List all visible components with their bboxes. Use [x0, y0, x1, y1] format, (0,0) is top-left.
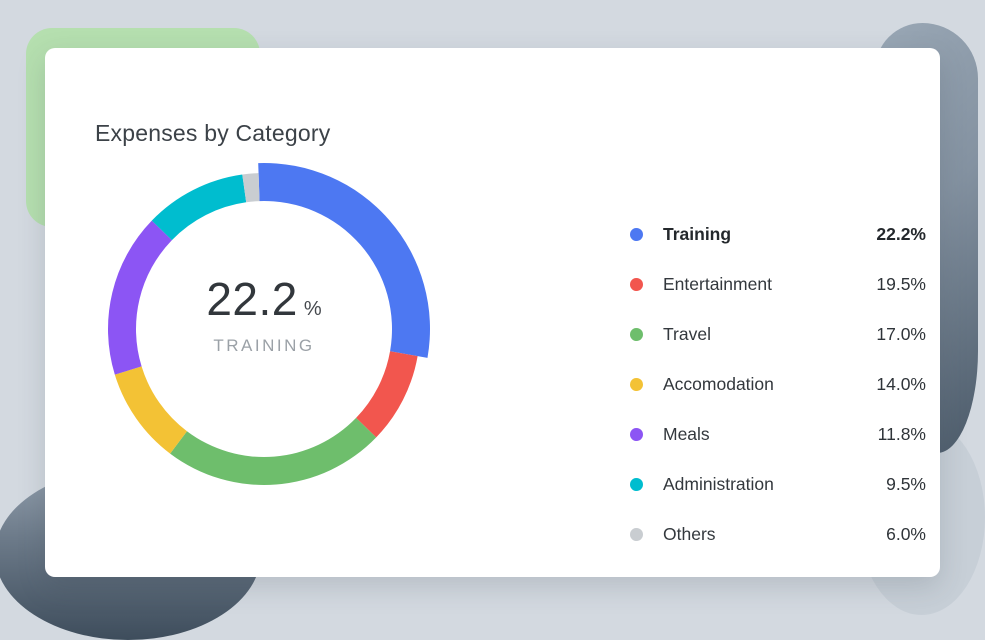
legend-value: 11.8%: [877, 423, 926, 444]
legend-item-travel[interactable]: Travel 17.0%: [630, 309, 926, 359]
donut-slice-meals[interactable]: [108, 220, 172, 375]
legend-item-others[interactable]: Others 6.0%: [630, 509, 926, 559]
chart-legend: Training 22.2% Entertainment 19.5% Travel 17.…: [630, 209, 926, 559]
legend-color-dot: [630, 327, 643, 341]
legend-item-entertainment[interactable]: Entertainment 19.5%: [630, 259, 926, 309]
legend-value: 19.5%: [876, 273, 926, 294]
legend-color-dot: [630, 477, 643, 491]
legend-value: 14.0%: [876, 373, 926, 394]
legend-color-dot: [630, 427, 643, 441]
card-title: Expenses by Category: [95, 120, 331, 146]
legend-value: 17.0%: [876, 323, 926, 344]
legend-value: 22.2%: [876, 223, 926, 244]
legend-color-dot: [630, 377, 643, 391]
donut-slice-training[interactable]: [258, 163, 430, 358]
expenses-card: Expenses by Category 22.2 % TRAINING Tra…: [45, 48, 940, 577]
legend-label: Administration: [663, 473, 774, 494]
legend-label: Travel: [663, 323, 711, 344]
legend-color-dot: [630, 277, 643, 291]
legend-label: Entertainment: [663, 273, 772, 294]
donut-svg: [108, 163, 430, 486]
legend-label: Others: [663, 523, 716, 544]
donut-slice-entertainment[interactable]: [356, 351, 418, 438]
legend-label: Meals: [663, 423, 710, 444]
legend-value: 6.0%: [886, 523, 926, 544]
legend-item-meals[interactable]: Meals 11.8%: [630, 409, 926, 459]
donut-slice-accomodation[interactable]: [114, 366, 187, 454]
donut-slice-administration[interactable]: [151, 174, 247, 241]
legend-color-dot: [630, 527, 643, 541]
donut-slice-others[interactable]: [242, 173, 260, 203]
legend-item-training[interactable]: Training 22.2%: [630, 209, 926, 259]
legend-label: Accomodation: [663, 373, 774, 394]
donut-chart: 22.2 % TRAINING: [89, 154, 439, 504]
legend-color-dot: [630, 227, 643, 241]
legend-label: Training: [663, 223, 732, 244]
legend-value: 9.5%: [886, 473, 926, 494]
legend-item-administration[interactable]: Administration 9.5%: [630, 459, 926, 509]
legend-item-accomodation[interactable]: Accomodation 14.0%: [630, 359, 926, 409]
donut-slice-travel[interactable]: [170, 417, 377, 486]
